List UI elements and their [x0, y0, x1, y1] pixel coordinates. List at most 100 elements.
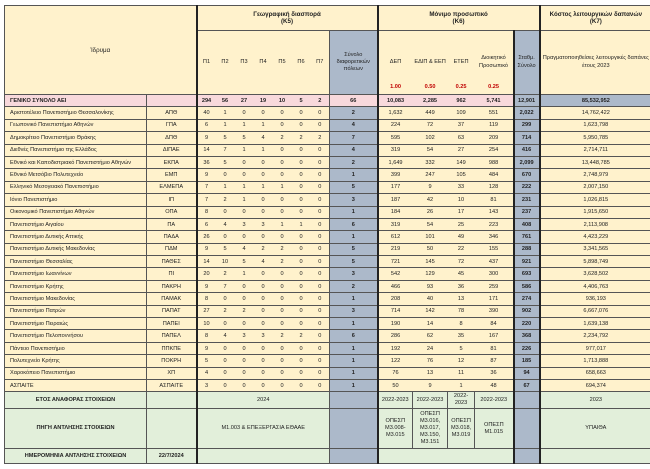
- staff-edip: 76: [412, 354, 448, 368]
- institution-abbr: ΠΑΜΑΚ: [146, 292, 197, 306]
- city-count-p2: 7: [215, 279, 235, 294]
- city-count-p7: 2: [310, 131, 330, 145]
- operating-cost: 1,713,888: [538, 354, 650, 368]
- total-cities: 4: [328, 143, 379, 157]
- institution-name: Πανεπιστήμιο Θεσσαλίας: [4, 255, 147, 269]
- city-count-p4: 0: [253, 106, 273, 120]
- staff-etep: 10: [447, 193, 475, 207]
- year-staff-dep: 2022-2023: [376, 391, 414, 410]
- institution-name: Πανεπιστήμιο Πειραιώς: [4, 317, 147, 331]
- city-count-p4: 0: [253, 230, 273, 244]
- staff-etep: 12: [447, 354, 475, 368]
- cost-header: Κόστος λειτουργικών δαπανών (Κ7): [538, 5, 650, 31]
- staff-dep: 76: [376, 366, 413, 381]
- city-count-p6: 0: [291, 317, 311, 331]
- weighted-total: 274: [512, 292, 541, 306]
- operating-cost: 1,623,798: [538, 118, 650, 133]
- staff-admin: 81: [474, 193, 515, 207]
- operating-cost: 4,406,763: [538, 279, 650, 294]
- city-count-p2: 0: [215, 317, 235, 331]
- year-row: ΕΤΟΣ ΑΝΑΦΟΡΑΣ ΣΤΟΙΧΕΙΩΝ 2024 2022-2023 2022…: [4, 391, 650, 410]
- table-row: Πανεπιστήμιο Θεσσαλίας ΠΑΘΕΣ 14 10 5 4 2 0 0 5 721…: [4, 255, 650, 269]
- col-header-p4: Π4: [253, 30, 273, 95]
- table-row: Εθνικό και Καποδιστριακό Πανεπιστήμιο Αθ…: [4, 155, 650, 170]
- date-cities-blank: [328, 448, 379, 465]
- staff-edip: 62: [412, 329, 448, 343]
- operating-cost: 4,423,229: [538, 230, 650, 244]
- city-count-p5: 2: [272, 255, 292, 269]
- weighted-total: 231: [512, 193, 541, 207]
- staff-admin: 551: [474, 106, 515, 120]
- weighted-total: 670: [512, 168, 541, 182]
- staff-edip: 40: [412, 292, 448, 306]
- institution-abbr: ΙΠ: [146, 193, 197, 207]
- city-count-p5: 0: [272, 366, 292, 381]
- city-count-p1: 40: [195, 106, 216, 120]
- table-row: Πανεπιστήμιο Πελοποννήσου ΠΑΠΕΛ 8 4 3 3 2 2 0 6 28…: [4, 329, 650, 343]
- weighted-total: 67: [512, 378, 541, 393]
- cost-code: (Κ7): [589, 18, 602, 25]
- city-count-p1: 9: [195, 279, 216, 294]
- staff-etep: 63: [447, 131, 475, 145]
- staff-etep: 17: [447, 205, 475, 219]
- city-count-p6: 0: [291, 341, 311, 356]
- city-count-p6: 0: [291, 168, 311, 182]
- staff-dep: 612: [376, 230, 413, 244]
- city-count-p3: 0: [234, 354, 254, 368]
- city-count-p2: 0: [215, 354, 235, 368]
- city-count-p4: 0: [253, 267, 273, 281]
- city-count-p2: 2: [215, 267, 235, 281]
- staff-edip: 332: [412, 155, 448, 170]
- date-staff-blank: [376, 448, 515, 465]
- weighted-total: 368: [512, 329, 541, 343]
- staff-etep: 22: [447, 242, 475, 257]
- city-count-p7: 0: [310, 317, 330, 331]
- table-row: Αριστοτέλειο Πανεπιστήμιο Θεσσαλονίκης ΑΠ…: [4, 106, 650, 120]
- city-count-p4: 2: [253, 242, 273, 257]
- staff-dep: 184: [376, 205, 413, 219]
- col-header-admin: Διοικητικό Προσωπικό 0.25: [474, 30, 515, 95]
- institution-abbr: ΠΑΔΑ: [146, 230, 197, 244]
- staff-etep: 11: [447, 366, 475, 381]
- institution-abbr: ΔΙΠΑΕ: [146, 143, 197, 157]
- col-header-p2: Π2: [215, 30, 235, 95]
- staff-admin: 988: [474, 155, 515, 170]
- institution-name: Πανεπιστήμιο Δυτικής Μακεδονίας: [4, 242, 147, 257]
- source-staff-dep: ΟΠΕΣΠ Μ3.008-Μ3.015: [376, 408, 414, 450]
- city-count-p4: 0: [253, 317, 273, 331]
- institution-abbr: ΠΑΠΑΤ: [146, 304, 197, 319]
- institution-abbr: ΧΠ: [146, 366, 197, 381]
- city-count-p6: 0: [291, 279, 311, 294]
- operating-cost: 5,950,785: [538, 131, 650, 145]
- table-row: Πανεπιστήμιο Μακεδονίας ΠΑΜΑΚ 8 0 0 0 0 0 0 1 208 4…: [4, 292, 650, 306]
- city-count-p7: 0: [310, 180, 330, 195]
- staff-dep: 319: [376, 143, 413, 157]
- staff-etep: 109: [447, 106, 475, 120]
- operating-cost: 3,341,565: [538, 242, 650, 257]
- table-row: Γεωπονικό Πανεπιστήμιο Αθηνών ΓΠΑ 6 1 1 1 0 0 0 4…: [4, 118, 650, 133]
- institution-name: Ιόνιο Πανεπιστήμιο: [4, 193, 147, 207]
- col-header-edip: ΕΔΙΠ & ΕΕΠ 0.50: [412, 30, 448, 95]
- weighted-total: 416: [512, 143, 541, 157]
- weighted-total: 222: [512, 180, 541, 195]
- city-count-p4: 19: [253, 93, 273, 108]
- city-count-p5: 0: [272, 205, 292, 219]
- staff-dep: 224: [376, 118, 413, 133]
- city-count-p7: 0: [310, 292, 330, 306]
- city-count-p2: 1: [215, 180, 235, 195]
- operating-cost: 2,007,150: [538, 180, 650, 195]
- city-count-p6: 2: [291, 131, 311, 145]
- staff-dep: 190: [376, 317, 413, 331]
- col-header-edip-label: ΕΔΙΠ & ΕΕΠ: [414, 58, 446, 65]
- staff-edip: 9: [412, 180, 448, 195]
- staff-dep: 595: [376, 131, 413, 145]
- city-count-p5: 1: [272, 217, 292, 232]
- staff-dep: 10,083: [376, 93, 413, 108]
- operating-cost: 1,915,650: [538, 205, 650, 219]
- city-count-p6: 5: [291, 93, 311, 108]
- city-count-p7: 0: [310, 143, 330, 157]
- city-count-p5: 0: [272, 230, 292, 244]
- institution-name: Πανεπιστήμιο Πατρών: [4, 304, 147, 319]
- source-weighted-blank: [512, 408, 541, 450]
- city-count-p2: 2: [215, 193, 235, 207]
